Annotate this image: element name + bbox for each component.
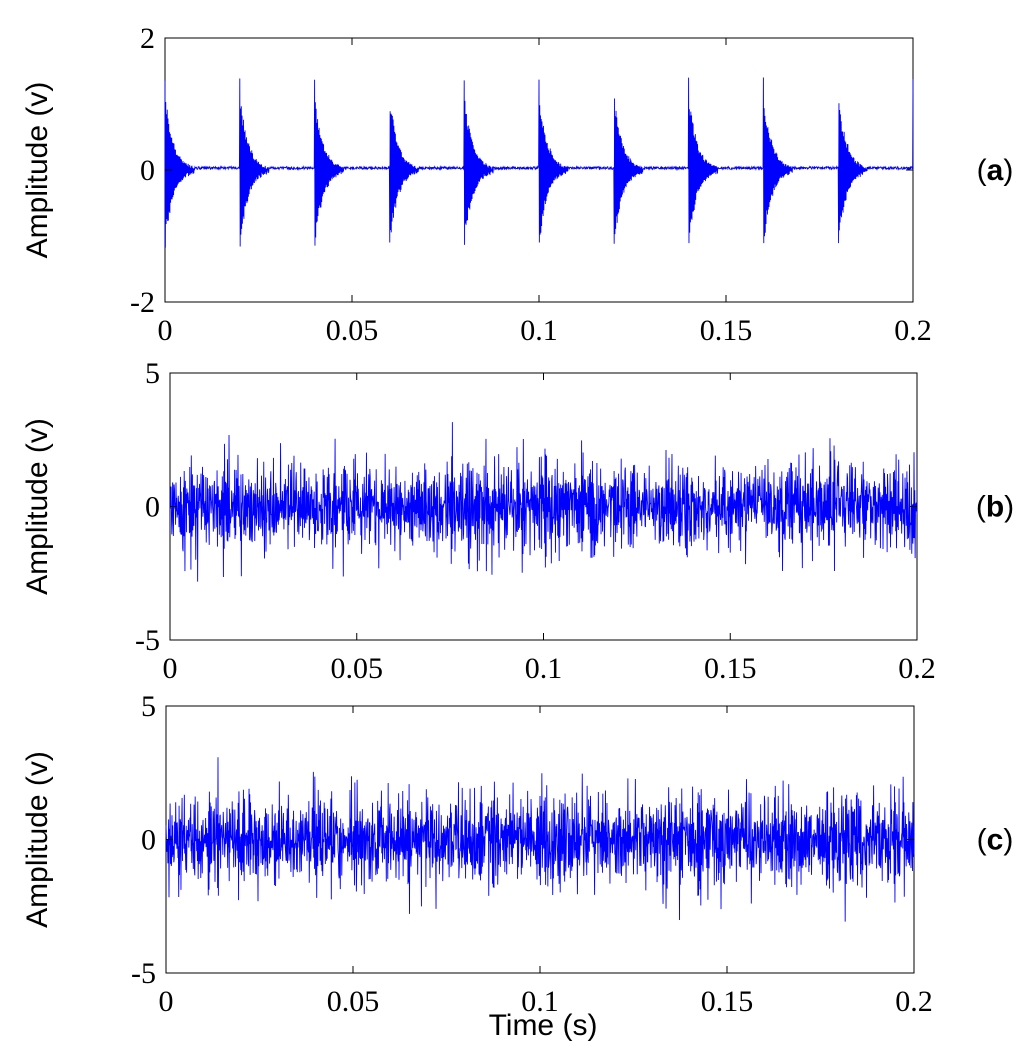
panel-label-letter: b (986, 491, 1004, 524)
y-tick-label: 5 (145, 357, 160, 390)
panel-label-close: ) (1003, 154, 1013, 187)
x-tick-label: 0.1 (520, 314, 558, 347)
x-tick-label: 0.15 (700, 314, 753, 347)
y-axis-label: Amplitude (v) (21, 82, 54, 259)
panel-label-close: ) (1003, 824, 1013, 857)
y-tick-label: -2 (130, 286, 155, 319)
x-tick-label: 0.05 (327, 985, 380, 1018)
x-tick-label: 0 (158, 314, 173, 347)
panel-label-letter: c (987, 824, 1004, 857)
y-tick-label: 5 (141, 690, 156, 723)
x-tick-label: 0.15 (704, 652, 757, 685)
panel-label-close: ) (1004, 491, 1014, 524)
x-tick-label: 0.1 (525, 652, 563, 685)
y-axis-label: Amplitude (v) (21, 751, 54, 928)
y-tick-label: 0 (145, 491, 160, 524)
x-tick-label: 0.05 (331, 652, 384, 685)
panel-label: (b) (976, 491, 1014, 524)
y-tick-label: 0 (140, 154, 155, 187)
panel-label: (c) (977, 824, 1014, 857)
x-tick-label: 0.2 (894, 314, 932, 347)
x-tick-label: 0 (159, 985, 174, 1018)
y-tick-label: -5 (131, 957, 156, 990)
signal-trace (164, 77, 914, 248)
x-tick-label: 0.15 (701, 985, 754, 1018)
x-tick-label: 0.1 (521, 985, 559, 1018)
panel-label-letter: a (987, 154, 1004, 187)
y-tick-label: 2 (140, 22, 155, 55)
y-tick-label: -5 (135, 624, 160, 657)
x-tick-label: 0 (163, 652, 178, 685)
x-tick-label: 0.2 (898, 652, 936, 685)
panel-label: (a) (977, 154, 1014, 187)
signal-trace (165, 757, 915, 922)
panel-label-open: ( (977, 824, 987, 857)
panel-label-open: ( (976, 491, 986, 524)
panel-label-open: ( (977, 154, 987, 187)
x-tick-label: 0.2 (895, 985, 933, 1018)
x-tick-label: 0.05 (326, 314, 379, 347)
signal-trace (169, 422, 918, 582)
y-tick-label: 0 (141, 824, 156, 857)
x-axis-label: Time (s) (489, 1009, 598, 1042)
y-axis-label: Amplitude (v) (21, 418, 54, 595)
